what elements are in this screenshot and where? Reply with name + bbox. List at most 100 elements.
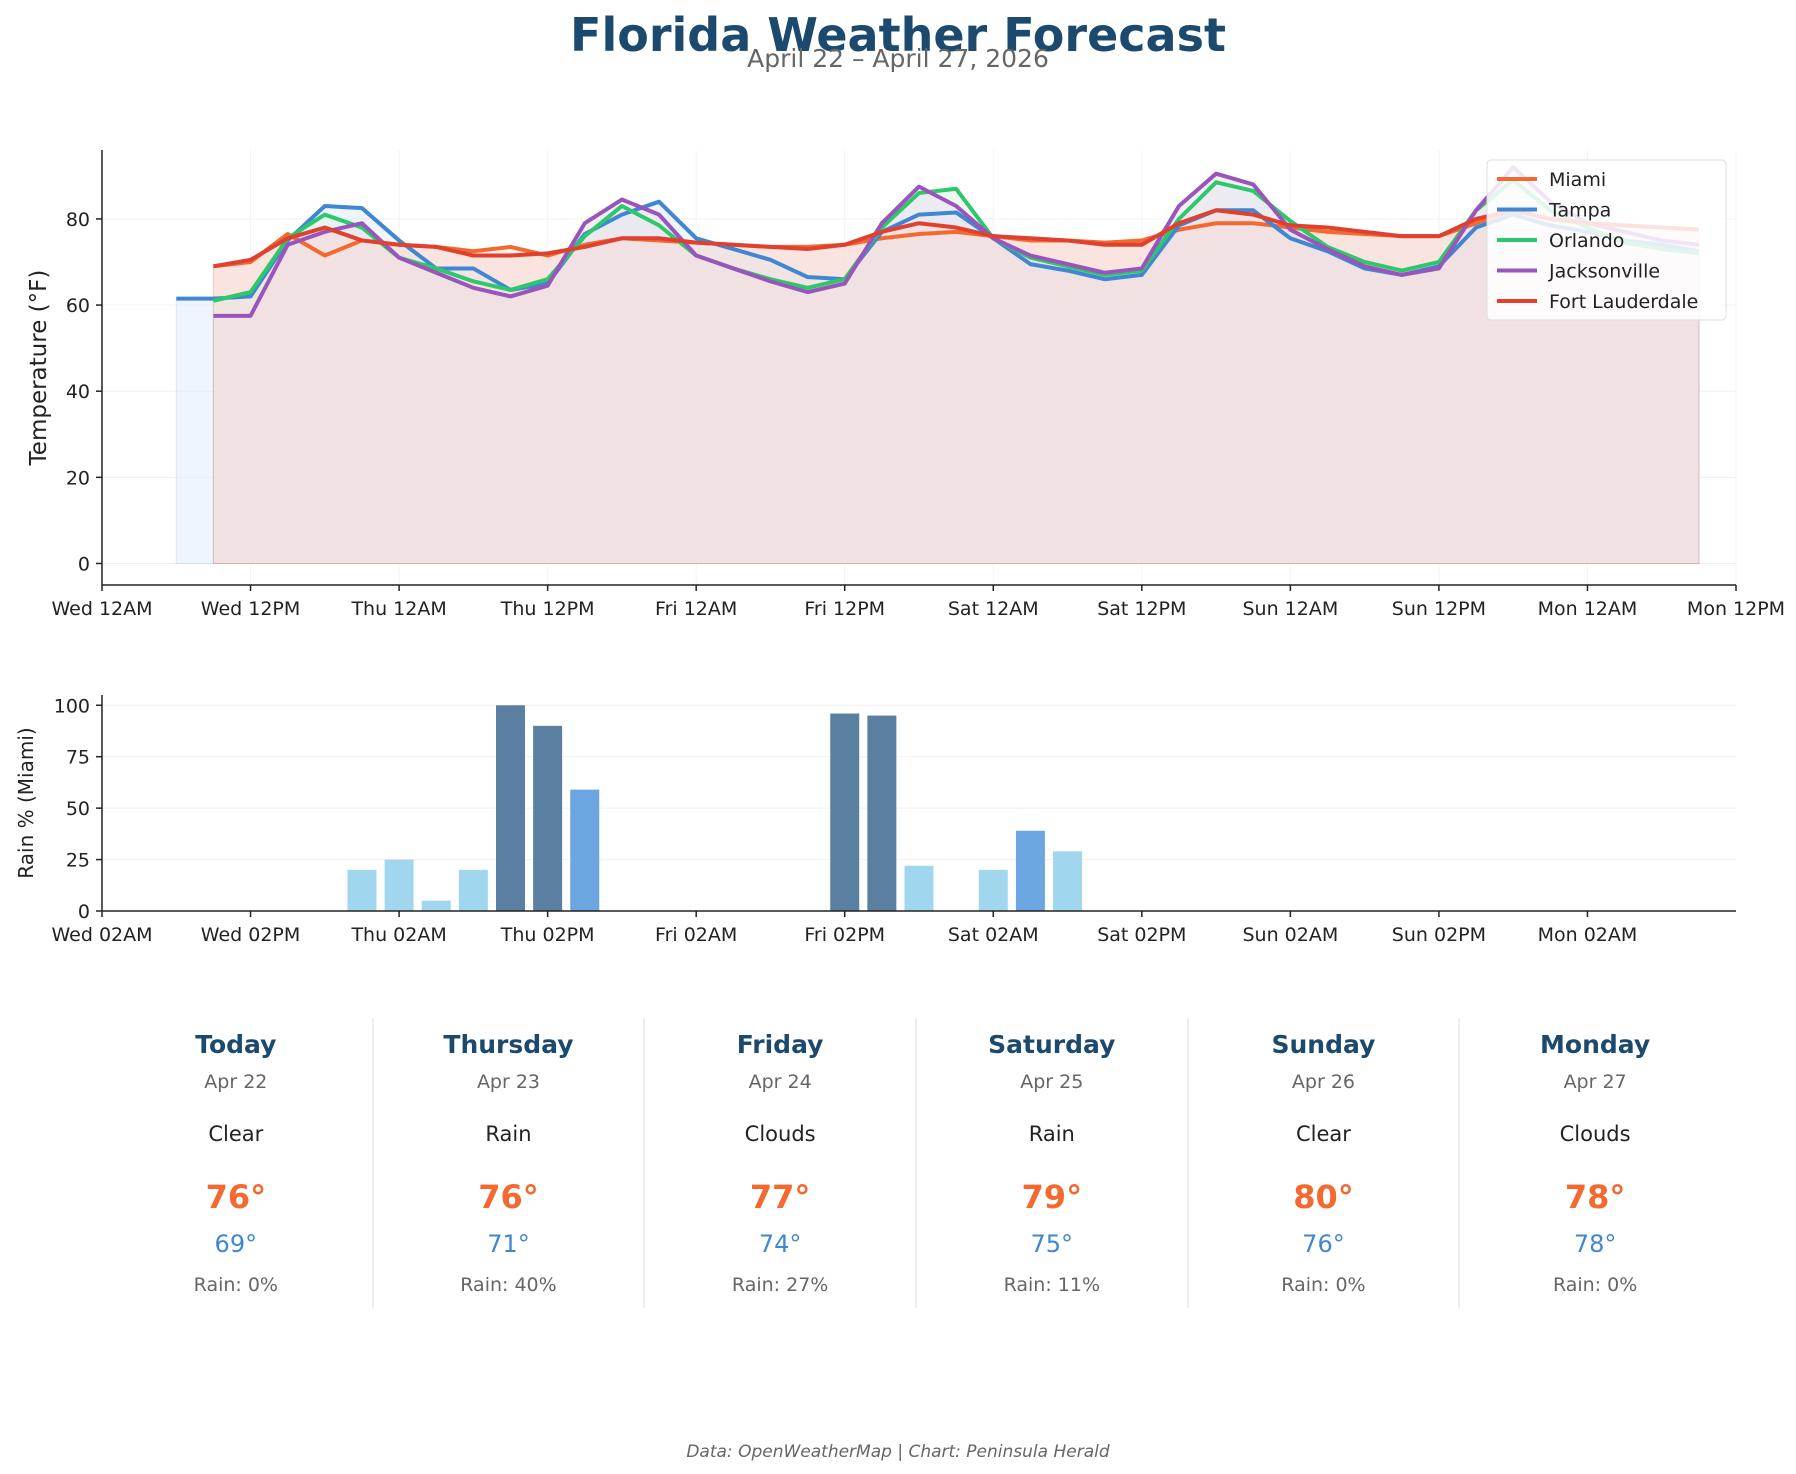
y-tick-label: 100 — [54, 695, 90, 717]
legend-entry: Fort Lauderdale — [1549, 291, 1698, 313]
legend-entry: Jacksonville — [1548, 261, 1660, 283]
card-high-temp: 77° — [749, 1178, 811, 1216]
card-condition: Rain — [1028, 1122, 1075, 1146]
footer-credit: Data: OpenWeatherMap | Chart: Peninsula … — [686, 1442, 1110, 1462]
rain-bar — [1053, 851, 1083, 911]
card-rain: Rain: 0% — [193, 1274, 278, 1296]
card-day: Sunday — [1271, 1030, 1376, 1059]
x-tick-label: Sat 02PM — [1097, 924, 1186, 946]
y-axis-label: Temperature (°F) — [26, 270, 52, 467]
card-day: Monday — [1540, 1030, 1651, 1059]
card-rain: Rain: 0% — [1552, 1274, 1638, 1296]
x-tick-label: Fri 12AM — [655, 598, 737, 620]
x-tick-label: Fri 02AM — [655, 924, 737, 946]
y-axis-label: Rain % (Miami) — [14, 727, 38, 878]
x-tick-label: Fri 12PM — [804, 598, 885, 620]
forecast-card: Friday Apr 24 Clouds 77° 74° Rain: 27% — [643, 1018, 915, 1308]
rain-bar — [867, 715, 897, 911]
series-line — [212, 178, 1700, 303]
card-low-temp: 69° — [214, 1230, 258, 1258]
x-tick-label: Sat 02AM — [948, 924, 1039, 946]
card-rain: Rain: 0% — [1281, 1274, 1366, 1296]
y-tick-label: 75 — [66, 747, 90, 769]
card-day: Friday — [736, 1030, 824, 1059]
card-date: Apr 23 — [476, 1071, 541, 1093]
legend-entry: Miami — [1549, 169, 1606, 191]
x-tick-label: Wed 02PM — [201, 924, 301, 946]
card-rain: Rain: 40% — [460, 1274, 557, 1296]
card-day: Saturday — [988, 1030, 1116, 1059]
y-tick-label: 20 — [66, 467, 90, 489]
card-date: Apr 25 — [1020, 1071, 1084, 1093]
series-line — [213, 165, 1700, 318]
chart-title: Florida Weather Forecast — [570, 8, 1226, 62]
x-tick-label: Thu 12PM — [500, 598, 595, 620]
temperature-chart: 0 20 40 60 80 Wed 12AM Wed 12PM Thu 12AM Thu 12P… — [26, 150, 1785, 620]
y-tick-label: 25 — [66, 850, 90, 872]
card-low-temp: 78° — [1573, 1230, 1617, 1258]
card-condition: Clouds — [744, 1122, 816, 1146]
card-low-temp: 75° — [1030, 1230, 1074, 1258]
forecast-card: Sunday Apr 26 Clear 80° 76° Rain: 0% — [1186, 1018, 1459, 1308]
card-day: Thursday — [443, 1030, 574, 1059]
x-tick-label: Sat 12AM — [948, 598, 1039, 620]
x-tick-label: Thu 02PM — [500, 924, 595, 946]
x-tick-label: Fri 02PM — [804, 924, 885, 946]
card-condition: Clear — [1295, 1122, 1351, 1146]
card-high-temp: 76° — [205, 1178, 267, 1216]
card-high-temp: 78° — [1564, 1178, 1626, 1216]
series-line — [213, 208, 1699, 269]
card-low-temp: 76° — [1302, 1230, 1345, 1258]
x-tick-label: Sun 12PM — [1392, 598, 1486, 620]
rain-bar — [830, 713, 860, 911]
rain-bar — [570, 789, 600, 911]
rain-bar — [496, 705, 525, 911]
rain-bar — [978, 869, 1008, 911]
card-date: Apr 22 — [204, 1071, 268, 1093]
forecast-cards: Today Apr 22 Clear 76° 69° Rain: 0% Thur… — [100, 1018, 1730, 1308]
x-tick-label: Mon 02AM — [1538, 924, 1638, 946]
rain-bar — [458, 869, 488, 911]
rain-bar — [384, 859, 414, 911]
card-day: Today — [195, 1030, 277, 1059]
card-low-temp: 74° — [758, 1230, 802, 1258]
card-condition: Clear — [208, 1122, 264, 1146]
card-high-temp: 79° — [1021, 1178, 1083, 1216]
x-tick-label: Sun 02AM — [1242, 924, 1338, 946]
rain-bar — [347, 869, 377, 911]
card-rain: Rain: 11% — [1003, 1274, 1100, 1296]
rain-bar — [533, 725, 563, 911]
card-date: Apr 24 — [748, 1071, 812, 1093]
x-tick-label: Sun 02PM — [1392, 924, 1486, 946]
forecast-card: Saturday Apr 25 Rain 79° 75° Rain: 11% — [914, 1018, 1187, 1308]
chart-subtitle: April 22 – April 27, 2026 — [747, 44, 1049, 73]
x-tick-label: Sat 12PM — [1097, 598, 1186, 620]
forecast-card: Today Apr 22 Clear 76° 69° Rain: 0% — [100, 1018, 372, 1308]
x-tick-label: Sun 12AM — [1242, 598, 1338, 620]
x-tick-label: Wed 12AM — [51, 598, 152, 620]
series-area — [212, 209, 1700, 564]
card-high-temp: 80° — [1293, 1178, 1354, 1216]
x-tick-label: Wed 02AM — [51, 924, 152, 946]
card-date: Apr 27 — [1563, 1071, 1627, 1093]
x-tick-label: Mon 12AM — [1538, 598, 1638, 620]
card-condition: Clouds — [1559, 1122, 1631, 1146]
legend-entry: Tampa — [1548, 200, 1611, 222]
y-tick-label: 80 — [66, 209, 90, 231]
x-tick-label: Wed 12PM — [201, 598, 301, 620]
forecast-card: Thursday Apr 23 Rain 76° 71° Rain: 40% — [371, 1018, 644, 1308]
card-high-temp: 76° — [478, 1178, 539, 1216]
legend-box — [1486, 159, 1727, 321]
rain-chart: 0 25 50 75 100 Wed 02AM Wed 02PM Thu 02AM Thu 02… — [14, 695, 1736, 946]
x-tick-label: Mon 12PM — [1687, 598, 1785, 620]
forecast-card: Monday Apr 27 Clouds 78° 78° Rain: 0% — [1458, 1018, 1730, 1308]
rain-bar — [904, 865, 934, 911]
card-date: Apr 26 — [1291, 1071, 1355, 1093]
legend-entry: Orlando — [1549, 230, 1624, 252]
y-tick-label: 50 — [66, 798, 90, 820]
card-condition: Rain — [485, 1122, 532, 1146]
y-tick-label: 0 — [78, 901, 90, 923]
x-tick-label: Thu 12AM — [350, 598, 446, 620]
y-tick-label: 60 — [66, 295, 90, 317]
rain-bar — [421, 900, 451, 911]
